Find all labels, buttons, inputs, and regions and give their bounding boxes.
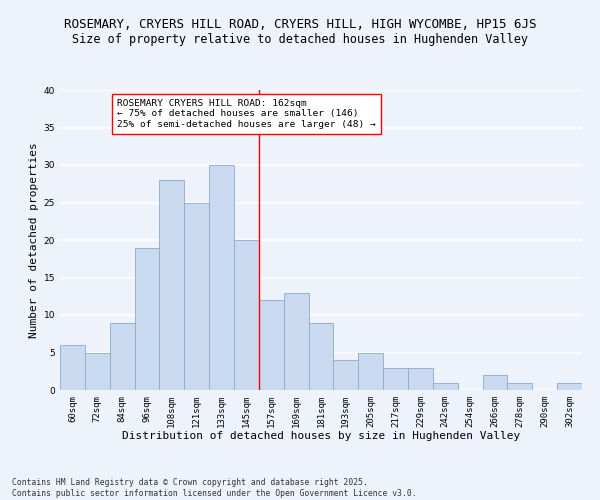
Bar <box>234 240 259 390</box>
Bar <box>383 368 408 390</box>
Bar <box>134 248 160 390</box>
Bar <box>508 382 532 390</box>
Bar <box>308 322 334 390</box>
Bar <box>259 300 284 390</box>
Bar <box>60 345 85 390</box>
Text: Contains HM Land Registry data © Crown copyright and database right 2025.
Contai: Contains HM Land Registry data © Crown c… <box>12 478 416 498</box>
Text: ROSEMARY, CRYERS HILL ROAD, CRYERS HILL, HIGH WYCOMBE, HP15 6JS: ROSEMARY, CRYERS HILL ROAD, CRYERS HILL,… <box>64 18 536 30</box>
Y-axis label: Number of detached properties: Number of detached properties <box>29 142 40 338</box>
Bar <box>433 382 458 390</box>
Bar <box>482 375 508 390</box>
Bar <box>408 368 433 390</box>
Bar <box>284 292 308 390</box>
Bar <box>334 360 358 390</box>
Text: Size of property relative to detached houses in Hughenden Valley: Size of property relative to detached ho… <box>72 32 528 46</box>
X-axis label: Distribution of detached houses by size in Hughenden Valley: Distribution of detached houses by size … <box>122 432 520 442</box>
Text: ROSEMARY CRYERS HILL ROAD: 162sqm
← 75% of detached houses are smaller (146)
25%: ROSEMARY CRYERS HILL ROAD: 162sqm ← 75% … <box>117 99 376 129</box>
Bar <box>85 352 110 390</box>
Bar <box>557 382 582 390</box>
Bar <box>209 165 234 390</box>
Bar <box>184 202 209 390</box>
Bar <box>358 352 383 390</box>
Bar <box>160 180 184 390</box>
Bar <box>110 322 134 390</box>
